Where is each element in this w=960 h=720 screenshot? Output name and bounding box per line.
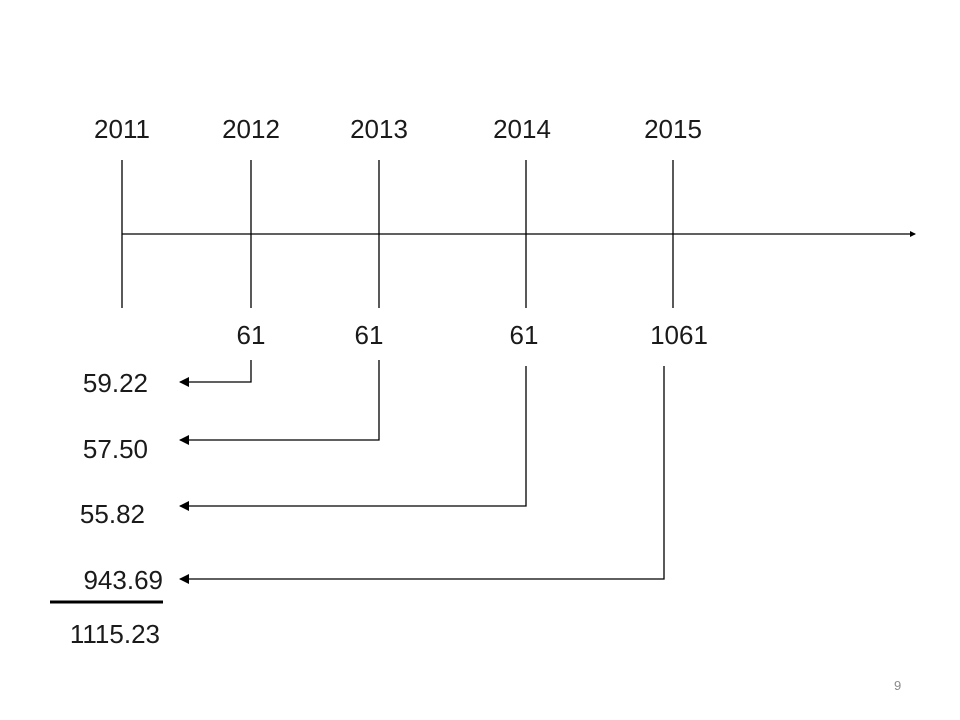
discount-arrow-2012: [179, 360, 252, 387]
present-value-2012: 59.22: [82, 368, 148, 398]
year-label-2012: 2012: [222, 114, 280, 144]
discount-arrow-2014: [179, 366, 527, 511]
present-value-2014: 55.82: [79, 499, 145, 529]
present-value-2015: 943.69: [83, 565, 163, 595]
page-number: 9: [894, 678, 902, 693]
cash-flow-2013: 61: [354, 320, 384, 350]
cash-flow-2012: 61: [236, 320, 266, 350]
present-value-2013: 57.50: [82, 434, 148, 464]
cash-flow-2014: 61: [509, 320, 539, 350]
cash-flow-2015: 1061: [650, 320, 708, 350]
present-value-total: 1115.23: [69, 619, 160, 649]
year-label-2014: 2014: [493, 114, 551, 144]
discount-arrow-2013: [179, 360, 380, 445]
year-label-2015: 2015: [644, 114, 702, 144]
year-label-2011: 2011: [94, 114, 150, 144]
discount-arrow-2015: [179, 366, 665, 584]
year-label-2013: 2013: [350, 114, 408, 144]
